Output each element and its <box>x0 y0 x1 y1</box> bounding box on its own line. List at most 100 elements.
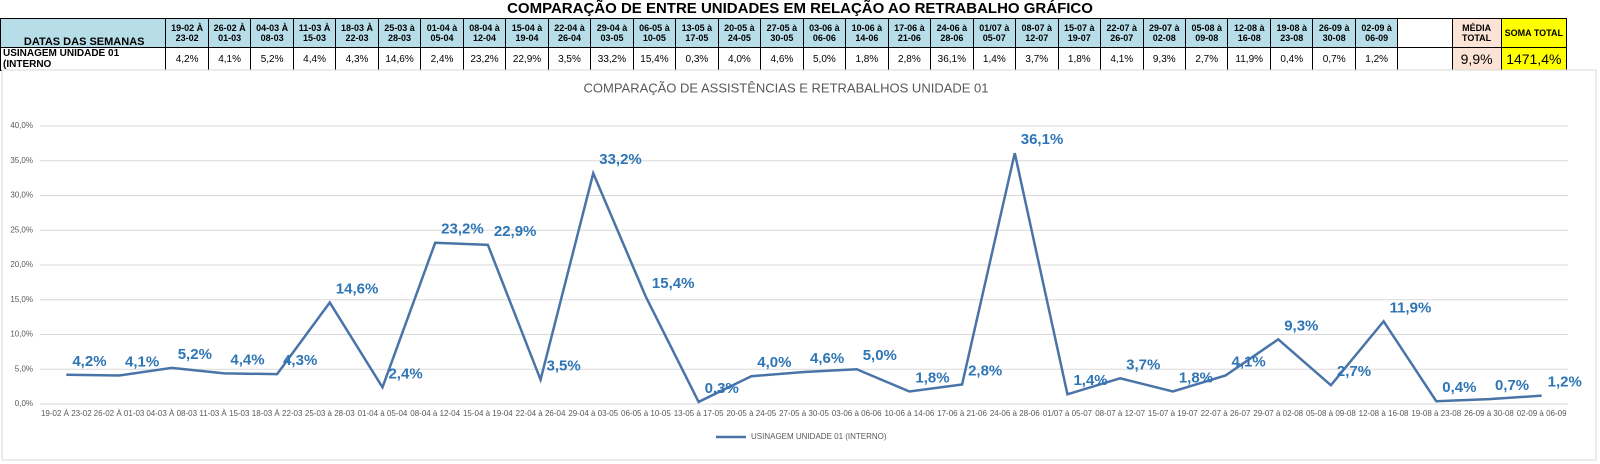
data-label: 2,4% <box>388 365 422 382</box>
week-value: 1,2% <box>1354 47 1399 71</box>
data-label: 2,7% <box>1337 363 1371 380</box>
x-tick-label: 29-07 à 02-08 <box>1253 409 1303 418</box>
week-value: 15,4% <box>632 47 677 71</box>
week-header: 11-03 À 15-03 <box>292 18 337 48</box>
week-header: 01-04 à 05-04 <box>420 18 464 48</box>
x-tick-label: 11-03 À 15-03 <box>199 409 250 418</box>
y-tick-label: 25,0% <box>10 225 33 234</box>
week-header: 15-07 à 19-07 <box>1057 18 1102 48</box>
y-tick-label: 35,0% <box>10 156 33 165</box>
y-tick-label: 15,0% <box>10 295 33 304</box>
chart-title: COMPARAÇÃO DE ASSISTÊNCIAS E RETRABALHOS… <box>583 80 988 95</box>
x-tick-label: 01/07 à 05-07 <box>1043 409 1093 418</box>
week-value: 0,3% <box>675 47 719 71</box>
x-tick-label: 01-04 à 05-04 <box>358 409 408 418</box>
x-tick-label: 04-03 À 08-03 <box>146 409 197 418</box>
sheet-title: COMPARAÇÃO DE ENTRE UNIDADES EM RELAÇÃO … <box>507 0 1093 17</box>
week-value: 1,8% <box>1057 47 1102 71</box>
x-tick-label: 02-09 à 06-09 <box>1517 409 1567 418</box>
sum-value: 1471,4% <box>1500 47 1568 71</box>
x-tick-label: 06-05 à 10-05 <box>621 409 671 418</box>
week-value: 1,4% <box>972 47 1017 71</box>
data-label: 4,3% <box>283 352 317 369</box>
x-tick-label: 26-02 À 01-03 <box>94 409 145 418</box>
data-label: 4,6% <box>810 350 844 367</box>
week-header: 22-07 à 26-07 <box>1100 18 1144 48</box>
week-value: 23,2% <box>462 47 507 71</box>
x-tick-label: 19-02 À 23-02 <box>41 409 92 418</box>
data-label: 0,4% <box>1442 379 1476 396</box>
week-header: 19-08 à 23-08 <box>1269 18 1314 48</box>
week-header: 29-07 à 02-08 <box>1142 18 1187 48</box>
data-label: 9,3% <box>1284 317 1318 334</box>
week-header: 06-05 à 10-05 <box>632 18 677 48</box>
week-header: 10-06 à 14-06 <box>845 18 889 48</box>
chart: COMPARAÇÃO DE ASSISTÊNCIAS E RETRABALHOS… <box>1 69 1597 461</box>
data-row: USINAGEM UNIDADE 01 (INTERNO 4,2% 4,1% 5,2%… <box>0 47 1568 71</box>
x-tick-label: 29-04 à 03-05 <box>568 409 618 418</box>
x-tick-label: 25-03 à 28-03 <box>305 409 355 418</box>
week-header: 18-03 À 22-03 <box>335 18 379 48</box>
week-value: 9,3% <box>1142 47 1187 71</box>
y-tick-label: 40,0% <box>10 121 33 130</box>
x-tick-label: 12-08 à 16-08 <box>1359 409 1409 418</box>
header-label: DATAS DAS SEMANAS <box>0 18 167 48</box>
x-tick-label: 05-08 à 09-08 <box>1306 409 1356 418</box>
week-header: 26-02 À 01-03 <box>207 18 252 48</box>
x-tick-label: 08-07 à 12-07 <box>1095 409 1145 418</box>
week-value: 4,4% <box>292 47 337 71</box>
blank-cell <box>1397 18 1453 48</box>
x-tick-label: 22-04 à 26-04 <box>516 409 566 418</box>
data-label: 4,1% <box>1232 353 1266 370</box>
week-header: 02-09 à 06-09 <box>1354 18 1399 48</box>
week-header: 12-08 à 16-08 <box>1227 18 1271 48</box>
x-tick-label: 20-05 à 24-05 <box>726 409 776 418</box>
data-label: 14,6% <box>336 280 379 297</box>
x-tick-label: 15-07 à 19-07 <box>1148 409 1198 418</box>
y-tick-label: 0,0% <box>15 399 33 408</box>
week-header: 03-06 à 06-06 <box>802 18 847 48</box>
x-tick-label: 08-04 à 12-04 <box>410 409 460 418</box>
week-header: 15-04 à 19-04 <box>505 18 549 48</box>
data-label: 4,2% <box>72 353 106 370</box>
header-row: DATAS DAS SEMANAS 19-02 À 23-02 26-02 À 01… <box>0 18 1568 48</box>
week-header: 08-04 à 12-04 <box>462 18 507 48</box>
data-label: 2,8% <box>968 363 1002 380</box>
week-header: 17-06 à 21-06 <box>887 18 932 48</box>
week-value: 22,9% <box>505 47 549 71</box>
data-label: 36,1% <box>1021 131 1064 148</box>
data-label: 4,1% <box>125 353 159 370</box>
data-label: 0,3% <box>705 380 739 397</box>
sum-header: SOMA TOTAL <box>1500 18 1568 48</box>
week-header: 27-05 à 30-05 <box>760 18 804 48</box>
data-label: 0,7% <box>1495 377 1529 394</box>
x-tick-label: 19-08 à 23-08 <box>1411 409 1461 418</box>
data-label: 33,2% <box>599 151 642 168</box>
x-tick-label: 17-06 à 21-06 <box>937 409 987 418</box>
week-header: 01/07 à 05-07 <box>972 18 1017 48</box>
y-tick-label: 5,0% <box>15 364 33 373</box>
week-header: 22-04 à 26-04 <box>547 18 592 48</box>
data-label: 11,9% <box>1390 299 1432 316</box>
x-tick-label: 24-06 à 28-06 <box>990 409 1040 418</box>
data-line <box>66 152 1542 404</box>
data-label: 1,4% <box>1073 372 1107 389</box>
y-tick-label: 10,0% <box>10 330 33 339</box>
x-tick-label: 22-07 à 26-07 <box>1201 409 1251 418</box>
week-value: 1,8% <box>845 47 889 71</box>
data-label: 4,0% <box>757 354 791 371</box>
week-header: 24-06 à 28-06 <box>930 18 974 48</box>
week-header: 08-07 à 12-07 <box>1015 18 1059 48</box>
week-header: 05-08 à 09-08 <box>1184 18 1229 48</box>
week-header: 19-02 À 23-02 <box>165 18 209 48</box>
data-label: 23,2% <box>441 221 484 238</box>
data-label: 5,0% <box>863 347 897 364</box>
y-tick-label: 30,0% <box>10 191 33 200</box>
x-tick-label: 13-05 à 17-05 <box>674 409 724 418</box>
legend-label: USINAGEM UNIDADE 01 (INTERNO) <box>751 432 887 441</box>
row-label: USINAGEM UNIDADE 01 (INTERNO <box>0 47 167 71</box>
data-label: 4,4% <box>230 351 264 368</box>
week-value: 5,0% <box>802 47 847 71</box>
data-label: 5,2% <box>178 346 212 363</box>
